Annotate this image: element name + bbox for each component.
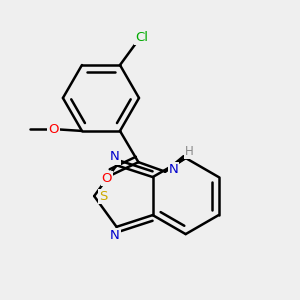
Text: H: H [184, 145, 193, 158]
Text: O: O [102, 172, 112, 185]
Text: N: N [110, 151, 120, 164]
Text: Cl: Cl [135, 31, 148, 44]
Text: Cl: Cl [135, 31, 148, 44]
Text: O: O [48, 123, 59, 136]
Text: O: O [48, 123, 59, 136]
Text: S: S [100, 190, 108, 202]
Text: N: N [169, 163, 178, 176]
Text: H: H [184, 145, 193, 158]
Text: N: N [110, 229, 120, 242]
Text: S: S [100, 190, 108, 202]
Text: O: O [102, 172, 112, 185]
Text: N: N [169, 163, 178, 176]
Text: N: N [110, 151, 120, 164]
Text: N: N [110, 229, 120, 242]
